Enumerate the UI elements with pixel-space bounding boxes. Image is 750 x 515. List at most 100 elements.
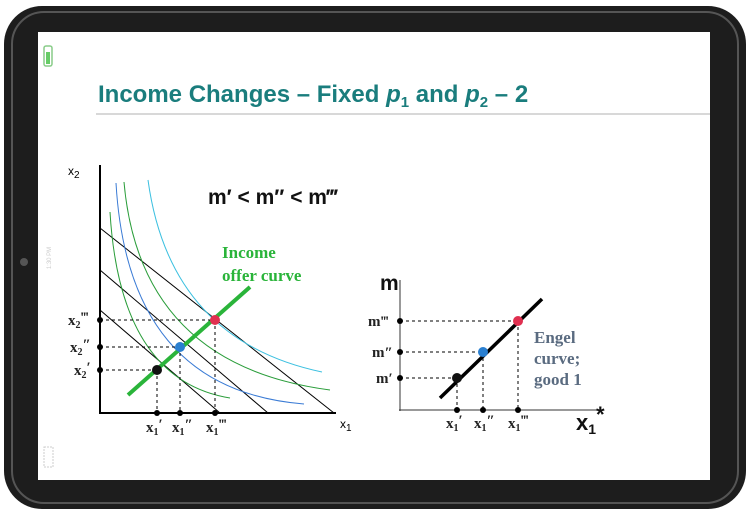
label-sub: 1: [588, 421, 596, 437]
dot: [397, 375, 403, 381]
label-mark: ′: [459, 413, 463, 429]
label-base: x: [172, 420, 180, 436]
title-sub: 1: [401, 94, 409, 111]
indifference-curve: [115, 182, 305, 405]
label-sub: 1: [180, 427, 185, 438]
dot: [97, 344, 103, 350]
inequality: m′ < m″ < m‴: [208, 186, 338, 209]
clock: 1:30 PM: [47, 247, 53, 269]
label-base: x: [70, 340, 78, 356]
y-label: m‴: [368, 314, 389, 330]
y-label: x2‴: [68, 310, 89, 331]
label-sub: 2: [78, 347, 83, 358]
title-text: – 2: [488, 81, 528, 108]
dot: [97, 367, 103, 373]
dot: [97, 317, 103, 323]
right-diagram: m m‴ m″ m′ x1′ x1″ x1‴ x1* Engel curve; …: [368, 272, 605, 437]
slide-title: Income Changes – Fixed p1 and p2 – 2: [98, 81, 528, 111]
axis-label: x1: [340, 417, 352, 434]
axis-label: m: [380, 272, 399, 295]
dot: [212, 410, 218, 416]
x-label: x1″: [474, 413, 495, 434]
indifference-curve: [147, 179, 323, 373]
dot: [177, 410, 183, 416]
x-label: x1‴: [508, 413, 529, 434]
guides: [400, 320, 519, 410]
label-sub: 1: [482, 423, 487, 434]
axis-label: x1*: [576, 402, 605, 437]
title-text: and: [409, 81, 465, 108]
label-mark: ″: [487, 413, 495, 429]
screen: [38, 32, 710, 480]
dot: [480, 407, 486, 413]
label-base: x: [146, 420, 154, 436]
label-mark: ‴: [219, 417, 227, 433]
label-sub: 1: [346, 423, 352, 434]
title-p: p: [464, 81, 480, 108]
label-base: x: [74, 363, 82, 379]
indifference-curve: [109, 211, 231, 399]
label-base: x: [474, 416, 482, 432]
label-base: x: [68, 164, 74, 178]
y-label: m″: [372, 345, 393, 361]
offer-label: Income: [222, 243, 276, 262]
home-button: [20, 258, 28, 266]
label-mark: ‴: [81, 310, 89, 326]
y-label: x2′: [74, 360, 91, 381]
label-mark: ″: [185, 417, 193, 433]
budget-line: [99, 269, 269, 414]
label-sub: 2: [76, 320, 81, 331]
title-p: p: [385, 81, 401, 108]
engel-label: good 1: [534, 370, 582, 389]
offer-label: offer curve: [222, 266, 302, 285]
label-base: x: [576, 410, 589, 435]
label-mark: ′: [159, 417, 163, 433]
x-label: x1′: [146, 417, 163, 438]
label-base: x: [508, 416, 516, 432]
dot: [397, 318, 403, 324]
x-label: x1″: [172, 417, 193, 438]
label-mark: ‴: [521, 413, 529, 429]
y-label: m′: [376, 371, 393, 387]
dot: [454, 407, 460, 413]
grid-icon: [43, 446, 54, 468]
label-sub: 2: [82, 370, 87, 381]
left-diagram: x2 x1 m′ < m″ < m‴ Income offer curve x2…: [68, 164, 352, 438]
income-offer-curve: [126, 285, 252, 397]
battery-icon: [43, 45, 53, 67]
indifference-curve: [123, 181, 331, 391]
title-sub: 2: [480, 94, 488, 111]
label-mark: ″: [83, 337, 91, 353]
label-base: x: [340, 417, 346, 431]
label-sub: 1: [454, 423, 459, 434]
label-base: x: [68, 313, 76, 329]
battery-level: [46, 52, 50, 64]
label-mark: ′: [87, 360, 91, 376]
label-sub: 2: [74, 170, 80, 181]
optimum: [152, 365, 162, 375]
engel-point: [513, 316, 523, 326]
frame-edge: [11, 11, 739, 504]
title-text: Income Changes – Fixed: [98, 81, 386, 108]
dot: [515, 407, 521, 413]
dot: [397, 349, 403, 355]
engel-point: [452, 373, 462, 383]
axis-dots: [97, 317, 218, 416]
optimum: [175, 342, 185, 352]
label-sub: 1: [516, 423, 521, 434]
axis-dots: [397, 318, 521, 413]
label-mark: *: [596, 402, 605, 427]
engel-point: [478, 347, 488, 357]
label-sub: 1: [154, 427, 159, 438]
x-label: x1′: [446, 413, 463, 434]
engel-label: Engel: [534, 328, 576, 347]
dot: [154, 410, 160, 416]
x-label: x1‴: [206, 417, 227, 438]
guides: [100, 319, 216, 413]
engel-label: curve;: [534, 349, 580, 368]
y-label: x2″: [70, 337, 91, 358]
label-sub: 1: [214, 427, 219, 438]
axis-label: x2: [68, 164, 80, 181]
